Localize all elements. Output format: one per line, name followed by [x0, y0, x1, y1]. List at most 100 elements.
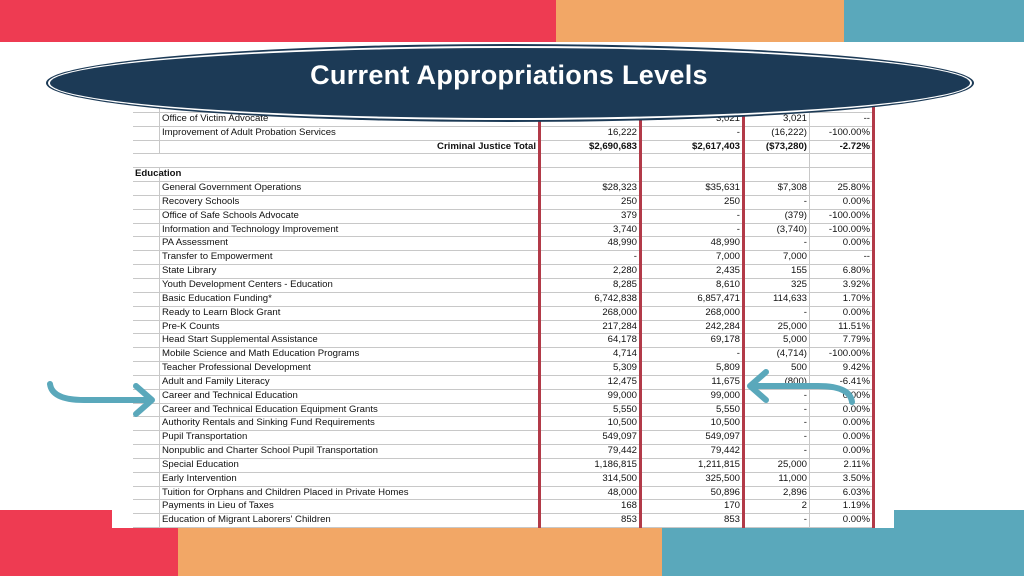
empty-cell: [133, 361, 160, 376]
amount-cell: 853: [538, 513, 642, 528]
line-item-label: Basic Education Funding*: [159, 291, 540, 307]
empty-cell: [133, 139, 160, 155]
amount-cell: --: [809, 250, 875, 266]
empty-cell: [133, 305, 160, 321]
line-item-label: Pupil Transportation: [159, 430, 540, 446]
amount-cell: 12,475: [538, 374, 642, 390]
empty-cell: [133, 111, 160, 127]
budget-sheet: Sexual Offenders Assessment Board6,6016,…: [112, 100, 894, 528]
line-item-label: Adult and Family Literacy: [159, 374, 540, 390]
amount-cell: 268,000: [640, 305, 745, 321]
empty-cell: [133, 457, 160, 473]
amount-cell: 50,896: [640, 485, 745, 501]
amount-cell: 11,675: [640, 374, 745, 390]
line-item-label: Youth Development Centers - Education: [159, 277, 540, 293]
bottom-band-orange: [178, 528, 662, 576]
amount-cell: -: [743, 236, 810, 252]
amount-cell: 1,186,815: [538, 457, 642, 473]
amount-cell: 2,280: [538, 264, 642, 279]
table-row: Mobile Science and Math Education Progra…: [133, 347, 875, 363]
amount-cell: 11.51%: [809, 319, 875, 335]
amount-cell: 25,000: [743, 457, 810, 473]
amount-cell: 3.92%: [809, 277, 875, 293]
amount-cell: 0.00%: [809, 416, 875, 432]
amount-cell: -: [640, 347, 745, 363]
amount-cell: 242,284: [640, 319, 745, 335]
amount-cell: 0.00%: [809, 305, 875, 321]
amount-cell: 6,742,838: [538, 291, 642, 307]
table-row: Teacher Professional Development 5,309 5,8…: [133, 361, 875, 376]
amount-cell: 1.19%: [809, 499, 875, 515]
line-item-label: Ready to Learn Block Grant: [159, 305, 540, 321]
empty-cell: [809, 167, 875, 183]
amount-cell: 64,178: [538, 333, 642, 349]
table-row: Tuition for Orphans and Children Placed …: [133, 485, 875, 501]
amount-cell: 7,000: [640, 250, 745, 266]
empty-cell: [133, 333, 160, 349]
table-row: Special Education 1,186,815 1,211,815 25,00…: [133, 457, 875, 473]
amount-cell: 325,500: [640, 471, 745, 487]
amount-cell: 48,000: [538, 485, 642, 501]
amount-cell: 10,500: [640, 416, 745, 432]
amount-cell: -: [640, 208, 745, 224]
empty-cell: [133, 291, 160, 307]
amount-cell: 79,442: [538, 444, 642, 459]
line-item-label: Transfer to Empowerment: [159, 250, 540, 266]
amount-cell: (4,714): [743, 347, 810, 363]
line-item-label: Career and Technical Education: [159, 388, 540, 404]
amount-cell: 3,740: [538, 222, 642, 238]
line-item-label: Nonpublic and Charter School Pupil Trans…: [159, 444, 540, 459]
amount-cell: 5,550: [640, 402, 745, 418]
empty-cell: [133, 485, 160, 501]
table-row: Recovery Schools 250 250-0.00%: [133, 194, 875, 210]
line-item-label: Authority Rentals and Sinking Fund Requi…: [159, 416, 540, 432]
table-row: Basic Education Funding* 6,742,838 6,857,4…: [133, 291, 875, 307]
amount-cell: 268,000: [538, 305, 642, 321]
amount-cell: 250: [640, 194, 745, 210]
line-item-label: State Library: [159, 264, 540, 279]
amount-cell: 6,857,471: [640, 291, 745, 307]
empty-cell: [133, 319, 160, 335]
amount-cell: 0.00%: [809, 430, 875, 446]
line-item-label: PA Assessment: [159, 236, 540, 252]
amount-cell: 99,000: [640, 388, 745, 404]
amount-cell: 1.70%: [809, 291, 875, 307]
line-item-label: Head Start Supplemental Assistance: [159, 333, 540, 349]
empty-cell: [133, 125, 160, 141]
line-item-label: Pre-K Counts: [159, 319, 540, 335]
amount-cell: 69,178: [640, 333, 745, 349]
amount-cell: 155: [743, 264, 810, 279]
amount-cell: 5,000: [743, 333, 810, 349]
amount-cell: 0.00%: [809, 194, 875, 210]
table-row: Early Intervention 314,500 325,500 11,000 3.…: [133, 471, 875, 487]
line-item-label: Payments in Lieu of Taxes: [159, 499, 540, 515]
amount-cell: 2,896: [743, 485, 810, 501]
amount-cell: -: [538, 250, 642, 266]
empty-cell: [640, 167, 745, 183]
amount-cell: -: [743, 416, 810, 432]
amount-cell: -: [743, 444, 810, 459]
empty-cell: [133, 153, 160, 169]
empty-cell: [133, 347, 160, 363]
empty-cell: [133, 444, 160, 459]
amount-cell: $7,308: [743, 181, 810, 196]
empty-cell: [133, 513, 160, 528]
amount-cell: 10,500: [538, 416, 642, 432]
empty-cell: [809, 153, 875, 169]
empty-cell: [743, 153, 810, 169]
amount-cell: 379: [538, 208, 642, 224]
empty-cell: [133, 430, 160, 446]
empty-cell: [133, 208, 160, 224]
table-row: Career and Technical Education Equipment…: [133, 402, 875, 418]
amount-cell: (379): [743, 208, 810, 224]
curved-arrow-left-icon: [747, 369, 855, 405]
empty-cell: [743, 167, 810, 183]
amount-cell: 6.80%: [809, 264, 875, 279]
amount-cell: 0.00%: [809, 236, 875, 252]
line-item-label: Office of Safe Schools Advocate: [159, 208, 540, 224]
table-row: Ready to Learn Block Grant 268,000 268,000…: [133, 305, 875, 321]
empty-cell: [538, 153, 642, 169]
top-band-teal: [844, 0, 1024, 42]
amount-cell: --: [809, 111, 875, 127]
amount-cell: 314,500: [538, 471, 642, 487]
